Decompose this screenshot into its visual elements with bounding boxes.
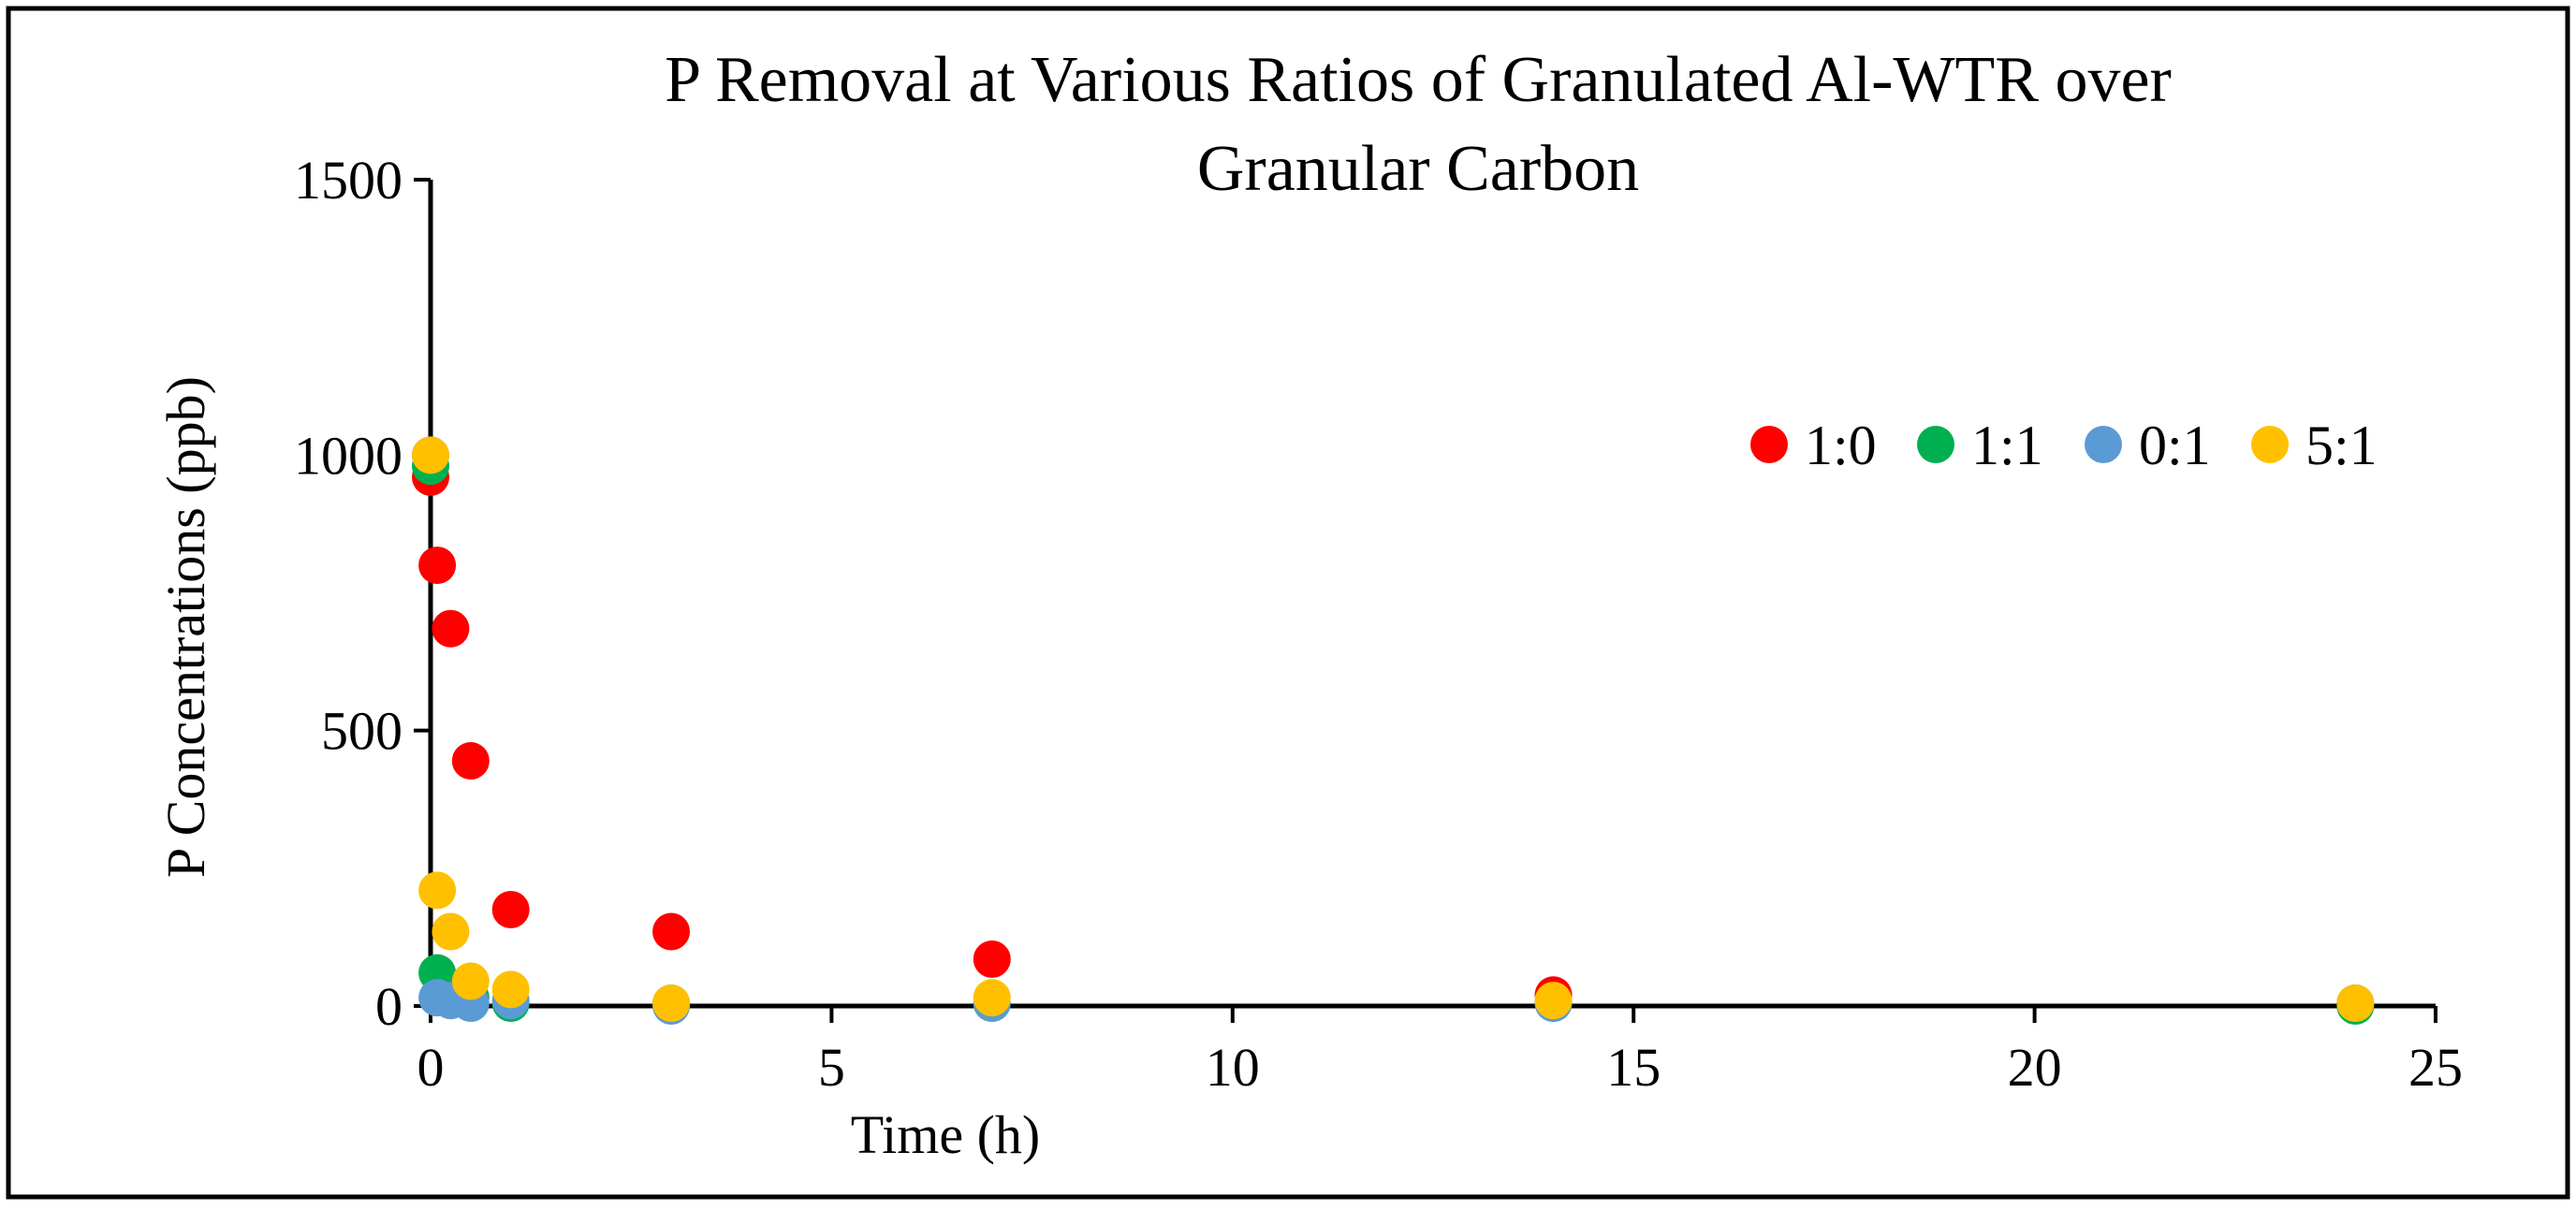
x-tick-label: 5 <box>818 1037 845 1098</box>
x-tick-label: 0 <box>417 1037 445 1098</box>
data-point-5-1 <box>491 970 530 1009</box>
y-tick-label: 1000 <box>294 425 402 486</box>
data-point-5-1 <box>432 912 470 951</box>
data-point-5-1 <box>418 871 457 910</box>
legend-marker-0-1 <box>2085 426 2122 463</box>
x-tick-label: 15 <box>1606 1037 1661 1098</box>
legend-marker-1-1 <box>1917 426 1954 463</box>
data-point-1-0 <box>973 940 1011 978</box>
x-tick-label: 10 <box>1206 1037 1260 1098</box>
data-point-5-1 <box>1534 982 1573 1020</box>
y-tick-label: 500 <box>321 701 402 762</box>
legend-marker-5-1 <box>2251 426 2289 463</box>
data-point-5-1 <box>412 436 449 474</box>
legend-label-1-1: 1:1 <box>1971 415 2043 476</box>
y-tick-label: 0 <box>375 976 402 1037</box>
data-point-5-1 <box>451 962 490 1000</box>
legend: 1:0 1:1 0:1 5:1 <box>1750 415 2378 476</box>
data-point-1-0 <box>451 742 490 780</box>
legend-label-1-0: 1:0 <box>1805 415 1877 476</box>
data-point-5-1 <box>973 979 1011 1017</box>
x-tick-label: 25 <box>2408 1037 2463 1098</box>
chart-title-line-2: Granular Carbon <box>1197 133 1639 205</box>
chart-title-line-1: P Removal at Various Ratios of Granulate… <box>665 44 2172 116</box>
y-axis-title: P Concentrations (ppb) <box>155 376 216 878</box>
data-point-5-1 <box>2336 984 2375 1023</box>
data-point-1-0 <box>432 609 470 648</box>
axes <box>414 178 2437 1023</box>
tick-labels: 0 5 10 15 20 25 0 500 1000 1500 <box>294 150 2463 1098</box>
y-tick-label: 1500 <box>294 150 402 211</box>
data-point-5-1 <box>652 984 691 1023</box>
data-point-1-0 <box>652 912 691 951</box>
legend-marker-1-0 <box>1750 426 1788 463</box>
data-point-1-0 <box>418 547 457 585</box>
legend-label-0-1: 0:1 <box>2139 415 2211 476</box>
data-point-1-0 <box>491 890 530 928</box>
x-axis-title: Time (h) <box>851 1104 1041 1165</box>
legend-label-5-1: 5:1 <box>2305 415 2378 476</box>
data-points <box>412 436 2375 1025</box>
x-tick-label: 20 <box>2008 1037 2062 1098</box>
